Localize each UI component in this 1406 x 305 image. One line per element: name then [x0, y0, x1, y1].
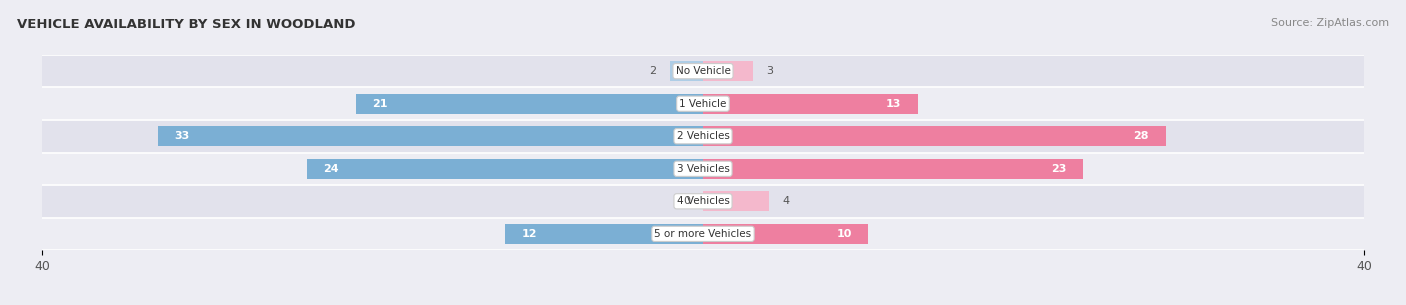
Text: 12: 12 [522, 229, 537, 239]
Text: VEHICLE AVAILABILITY BY SEX IN WOODLAND: VEHICLE AVAILABILITY BY SEX IN WOODLAND [17, 18, 356, 31]
Bar [42, 88, 1364, 120]
Bar [505, 224, 703, 244]
Text: 5 or more Vehicles: 5 or more Vehicles [654, 229, 752, 239]
Text: 23: 23 [1052, 164, 1066, 174]
Text: 21: 21 [373, 99, 388, 109]
Bar [307, 159, 703, 179]
Bar [42, 217, 1364, 250]
Text: 10: 10 [837, 229, 852, 239]
Bar [157, 126, 703, 146]
Text: 13: 13 [886, 99, 901, 109]
Text: 4 Vehicles: 4 Vehicles [676, 196, 730, 206]
Text: 33: 33 [174, 131, 190, 141]
Bar [703, 191, 769, 211]
Bar [42, 120, 1364, 152]
Bar [703, 61, 752, 81]
Text: Source: ZipAtlas.com: Source: ZipAtlas.com [1271, 18, 1389, 28]
Text: 2: 2 [650, 66, 657, 76]
Bar [669, 61, 703, 81]
Bar [703, 94, 918, 114]
Bar [42, 152, 1364, 185]
Bar [703, 126, 1166, 146]
Bar [703, 159, 1083, 179]
Text: 24: 24 [323, 164, 339, 174]
Text: 3 Vehicles: 3 Vehicles [676, 164, 730, 174]
Bar [42, 185, 1364, 217]
Text: 3: 3 [766, 66, 773, 76]
Bar [356, 94, 703, 114]
Bar [703, 224, 868, 244]
Text: 1 Vehicle: 1 Vehicle [679, 99, 727, 109]
Text: 28: 28 [1133, 131, 1149, 141]
Text: 2 Vehicles: 2 Vehicles [676, 131, 730, 141]
Bar [42, 55, 1364, 88]
Text: 0: 0 [683, 196, 690, 206]
Text: 4: 4 [782, 196, 789, 206]
Text: No Vehicle: No Vehicle [675, 66, 731, 76]
